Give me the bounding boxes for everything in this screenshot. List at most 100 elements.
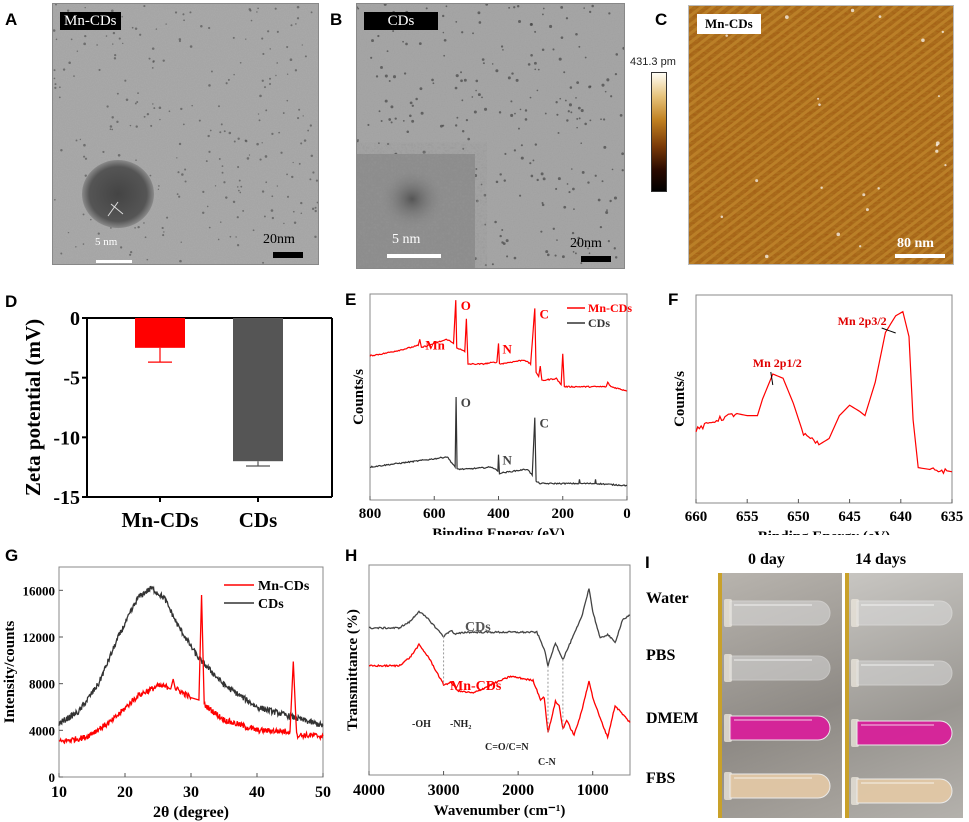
peak-label: C [539,306,548,321]
particle-dot [817,97,820,100]
y-tick-label: -5 [63,368,80,390]
particle-dot [180,241,182,243]
particle-dot [245,38,247,40]
particle-dot [236,186,239,188]
particle-dot [836,232,841,237]
particle-dot [286,73,289,75]
particle-dot [66,9,70,12]
particle-dot [198,119,201,122]
particle-dot [377,34,380,38]
particle-dot [237,165,240,169]
x-tick-label: 800 [359,506,382,522]
particle-dot [387,142,390,146]
particle-dot [520,144,523,147]
particle-dot [461,31,464,34]
particle-dot [75,139,78,142]
particle-dot [764,254,769,259]
particle-dot [294,23,297,25]
panel-letter-i: I [645,553,650,572]
x-tick-label: 200 [552,506,575,522]
particle-dot [191,104,193,107]
particle-dot [178,142,182,146]
particle-dot [455,20,458,23]
particle-dot [556,113,559,116]
y-axis-label: Zeta potential (mV) [21,319,45,496]
particle-dot [388,80,391,83]
particle-dot [580,262,583,265]
particle-dot [584,122,587,126]
series-mn-cds [369,300,628,392]
particle-dot [518,20,522,24]
particle-dot [98,68,101,72]
particle-dot [202,211,205,214]
particle-dot [248,8,252,11]
particle-dot [481,96,483,99]
particle-dot [316,201,318,204]
particle-dot [304,55,307,58]
particle-dot [607,240,610,243]
particle-dot [146,258,149,261]
particle-dot [390,121,393,124]
particle-dot [515,78,519,82]
particle-dot [159,118,161,121]
particle-dot [116,120,119,124]
particle-dot [621,169,624,172]
panel-letter-g: G [5,546,19,565]
particle-dot [935,149,939,153]
particle-dot [235,236,237,238]
particle-dot [166,216,169,219]
particle-dot [513,6,516,9]
particle-dot [422,150,426,154]
particle-dot [357,139,359,142]
particle-dot [70,38,73,41]
particle-dot [210,70,213,73]
particle-dot [877,187,880,190]
particle-dot [246,157,250,160]
particle-dot [540,230,543,233]
particle-dot [178,195,181,198]
bar-mn-cds [135,318,185,348]
particle-dot [878,15,882,18]
particle-dot [290,24,293,27]
particle-dot [292,210,295,213]
particle-dot [310,11,313,14]
panel-letter-b: B [330,10,343,29]
particle-dot [202,190,205,194]
x-tick-label: 400 [487,506,510,522]
x-tick-label: 640 [890,509,913,525]
particle-dot [557,132,560,134]
particle-dot [301,44,303,46]
particle-dot [238,179,241,182]
particle-dot [179,259,182,263]
particle-dot [461,129,465,133]
y-tick-label: -15 [53,487,80,509]
particle-dot [111,9,114,13]
peak-label: N [503,341,513,356]
particle-dot [227,78,230,81]
particle-dot [386,50,389,53]
particle-dot [125,98,129,102]
particle-dot [183,19,185,22]
particle-dot [116,92,119,95]
particle-dot [62,68,66,71]
panel-letter-a: A [5,10,18,29]
particle-dot [84,6,86,9]
x-tick-label: 1000 [577,782,609,799]
particle-dot [460,79,463,83]
particle-dot [485,4,489,6]
particle-dot [482,62,485,65]
particle-dot [388,118,392,121]
tube-pbs [856,660,953,686]
particle-dot [558,57,562,61]
particle-dot [55,4,57,6]
particle-dot [524,118,528,121]
particle-dot [501,228,504,231]
particle-dot [207,134,210,138]
particle-dot [454,124,458,127]
peak-label-2p3-2: Mn 2p3/2 [838,314,887,328]
particle-dot [209,129,212,132]
particle-dot [232,36,235,39]
particle-dot [244,139,248,143]
legend-label: Mn-CDs [588,301,632,315]
particle-dot [261,79,264,82]
